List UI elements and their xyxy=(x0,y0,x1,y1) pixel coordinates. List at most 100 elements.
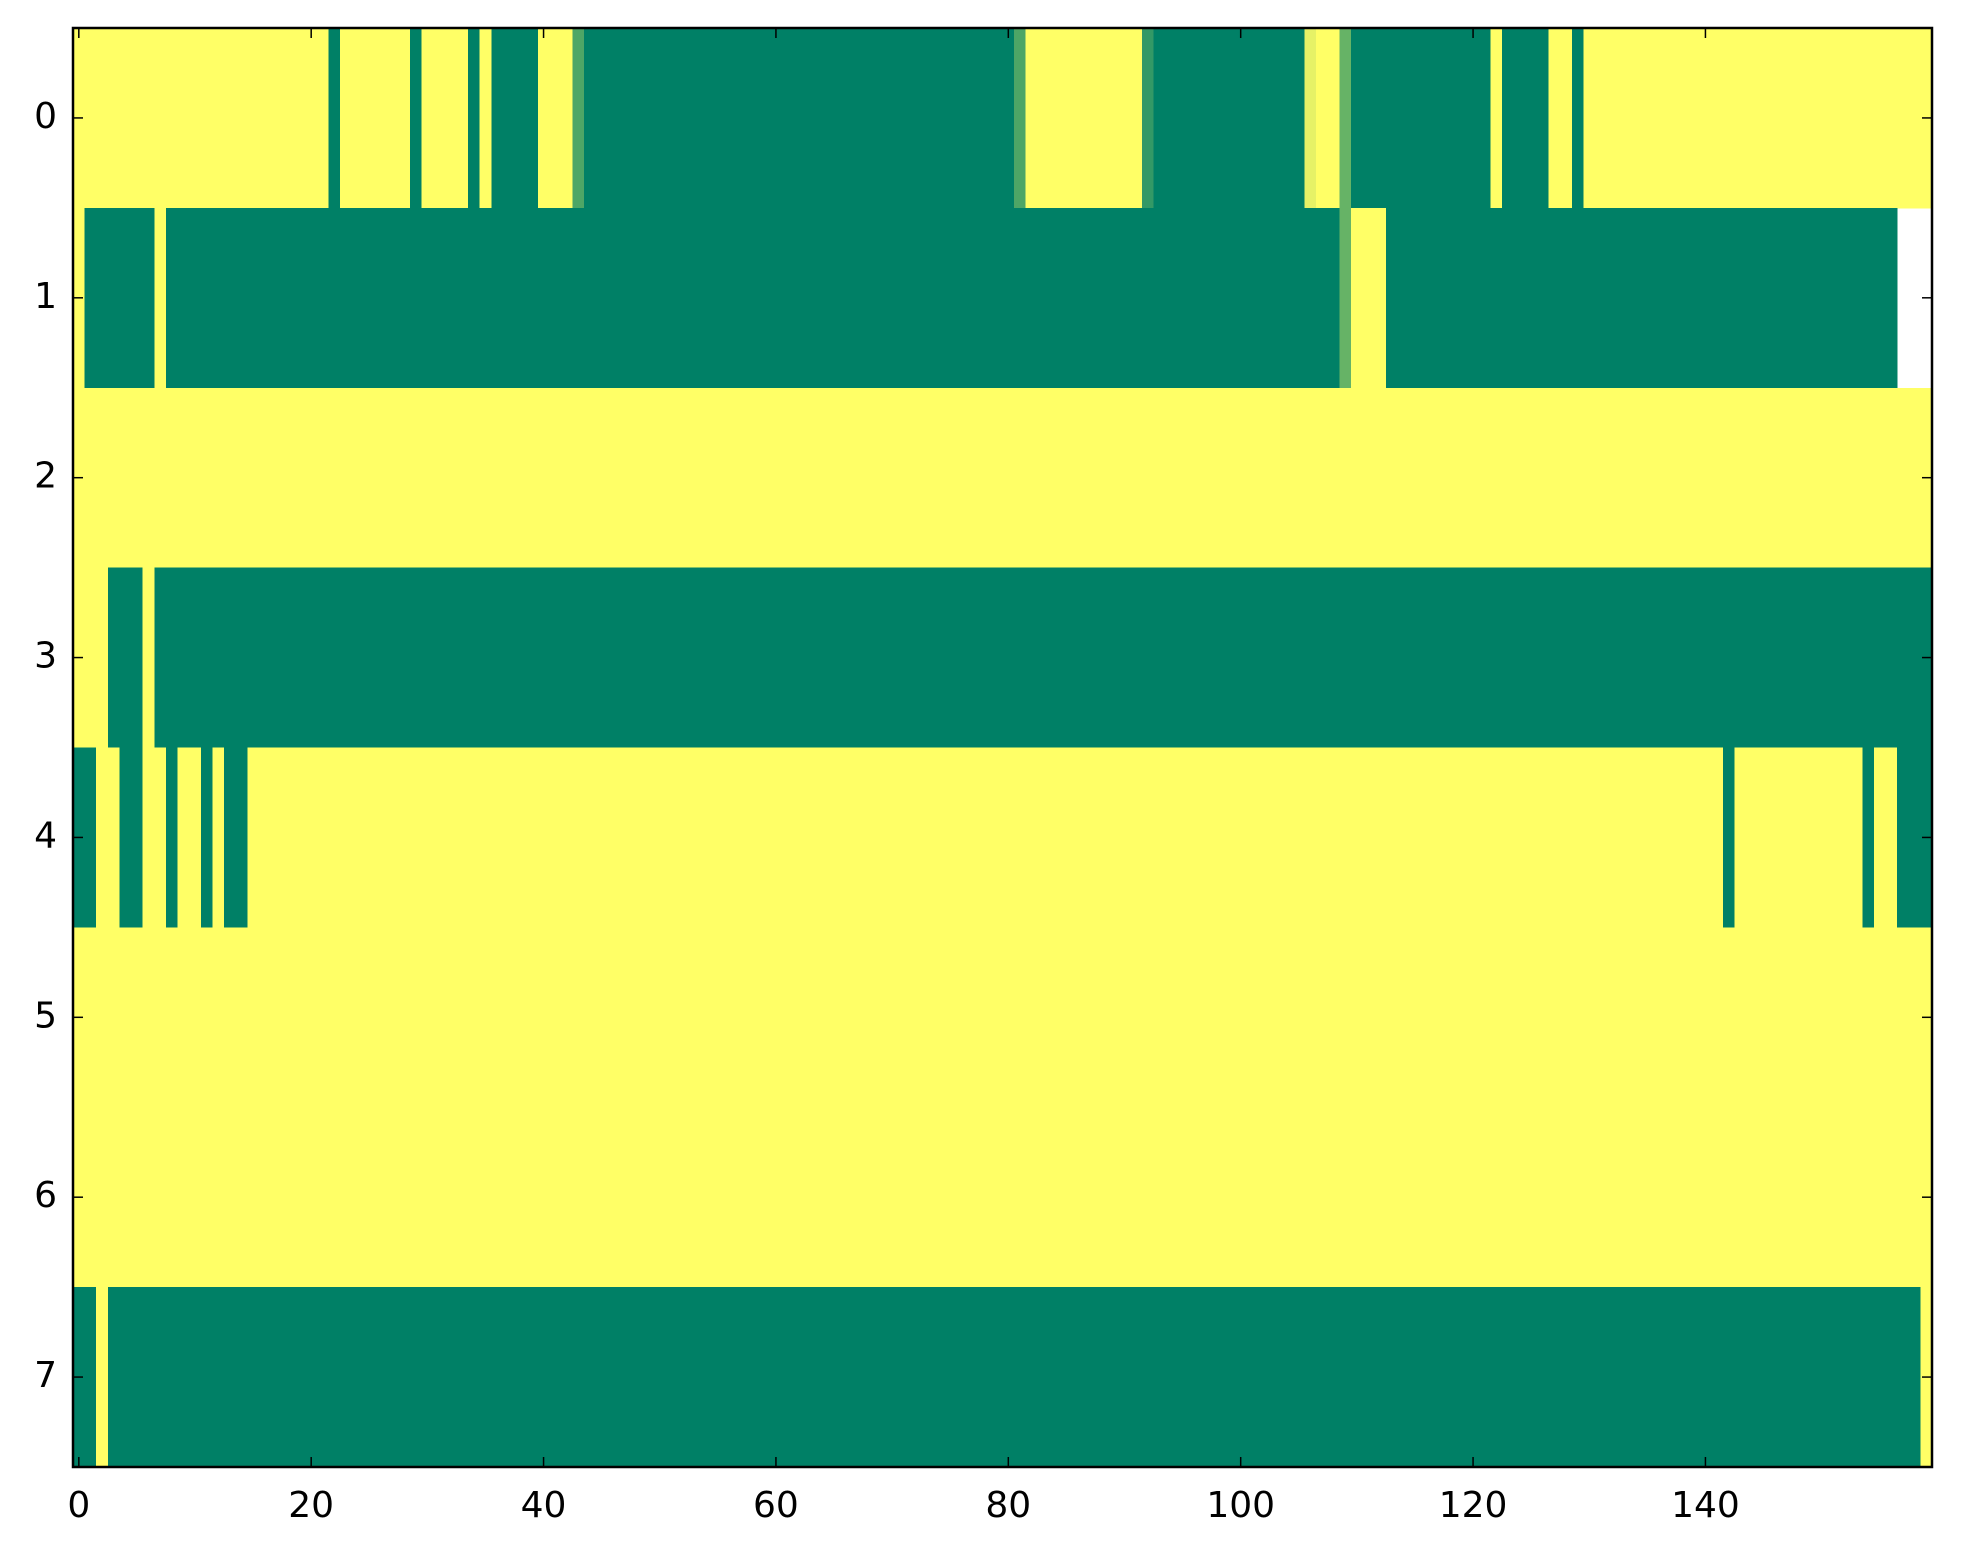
cell xyxy=(1095,28,1108,209)
cell xyxy=(897,567,911,749)
cell xyxy=(1804,747,1817,928)
cell xyxy=(874,567,887,749)
cell xyxy=(816,1107,829,1288)
cell xyxy=(1641,747,1654,928)
cell xyxy=(502,1107,516,1288)
cell xyxy=(1141,207,1155,389)
cell xyxy=(189,1107,202,1288)
cell xyxy=(1595,747,1608,928)
cell xyxy=(1815,207,1829,389)
cell xyxy=(584,747,597,928)
cell xyxy=(398,28,411,209)
cell xyxy=(886,747,899,928)
cell xyxy=(1688,387,1701,569)
cell xyxy=(932,1287,946,1468)
cell xyxy=(1095,567,1108,749)
cell xyxy=(804,28,818,209)
cell xyxy=(1339,747,1352,928)
cell xyxy=(1722,747,1736,928)
cell xyxy=(1699,1107,1712,1288)
cell xyxy=(468,207,481,389)
cell xyxy=(1897,1107,1910,1288)
cell xyxy=(1629,747,1643,928)
cell xyxy=(305,1107,318,1288)
cell xyxy=(189,927,202,1108)
y-tick-label: 3 xyxy=(34,636,57,677)
cell xyxy=(131,1107,144,1288)
cell xyxy=(1734,927,1747,1108)
cell xyxy=(1467,28,1480,209)
cell xyxy=(1211,28,1224,209)
cell xyxy=(607,1107,620,1288)
cell xyxy=(1548,207,1561,389)
cell xyxy=(1037,567,1050,749)
cell xyxy=(758,1287,771,1468)
cell xyxy=(514,747,527,928)
cell xyxy=(665,28,678,209)
cell xyxy=(990,1107,1004,1288)
cell xyxy=(537,1107,550,1288)
cell xyxy=(119,747,132,928)
cell xyxy=(1606,927,1619,1108)
cell xyxy=(979,1107,992,1288)
cell xyxy=(1815,28,1829,209)
cell xyxy=(107,927,121,1108)
cell xyxy=(1664,927,1677,1108)
cell xyxy=(1223,387,1236,569)
cell xyxy=(921,747,934,928)
cell xyxy=(1432,207,1445,389)
cell xyxy=(200,1287,214,1468)
cell xyxy=(746,207,760,389)
cell xyxy=(409,387,423,569)
cell xyxy=(595,927,609,1108)
cell xyxy=(328,387,341,569)
cell xyxy=(1385,927,1399,1108)
cell xyxy=(1792,747,1805,928)
cell xyxy=(839,207,853,389)
cell xyxy=(1362,28,1375,209)
cell xyxy=(351,747,365,928)
cell xyxy=(619,1287,632,1468)
cell xyxy=(1862,207,1875,389)
cell xyxy=(1583,927,1596,1108)
cell xyxy=(537,747,550,928)
cell xyxy=(1746,207,1759,389)
cell xyxy=(1595,1287,1608,1468)
cell xyxy=(1269,1287,1282,1468)
cell xyxy=(1467,1107,1480,1288)
cell xyxy=(1699,28,1712,209)
cell xyxy=(1339,927,1352,1108)
cell xyxy=(537,207,550,389)
cell xyxy=(1699,567,1712,749)
cell xyxy=(1757,1107,1770,1288)
cell xyxy=(1269,28,1282,209)
cell xyxy=(351,387,365,569)
cell xyxy=(1153,567,1166,749)
cell xyxy=(1478,387,1492,569)
cell xyxy=(1188,207,1201,389)
cell xyxy=(1536,387,1550,569)
cell xyxy=(851,747,864,928)
cell xyxy=(1432,1287,1445,1468)
cell xyxy=(1792,1287,1805,1468)
y-tick-label: 0 xyxy=(34,96,57,137)
cell xyxy=(1560,207,1573,389)
cell xyxy=(897,207,911,389)
cell xyxy=(293,747,306,928)
cell xyxy=(1815,1107,1829,1288)
cell xyxy=(1397,387,1410,569)
cell xyxy=(1560,1287,1573,1468)
x-tick-label: 140 xyxy=(1671,1485,1740,1526)
cell xyxy=(433,567,446,749)
cell xyxy=(1141,387,1155,569)
cell xyxy=(514,1107,527,1288)
cell xyxy=(1850,747,1863,928)
cell xyxy=(1444,387,1457,569)
cell xyxy=(119,207,132,389)
y-tick-label: 1 xyxy=(34,276,57,317)
cell xyxy=(944,747,957,928)
cell xyxy=(735,927,748,1108)
cell xyxy=(1258,747,1271,928)
cell xyxy=(851,567,864,749)
cell xyxy=(560,207,574,389)
